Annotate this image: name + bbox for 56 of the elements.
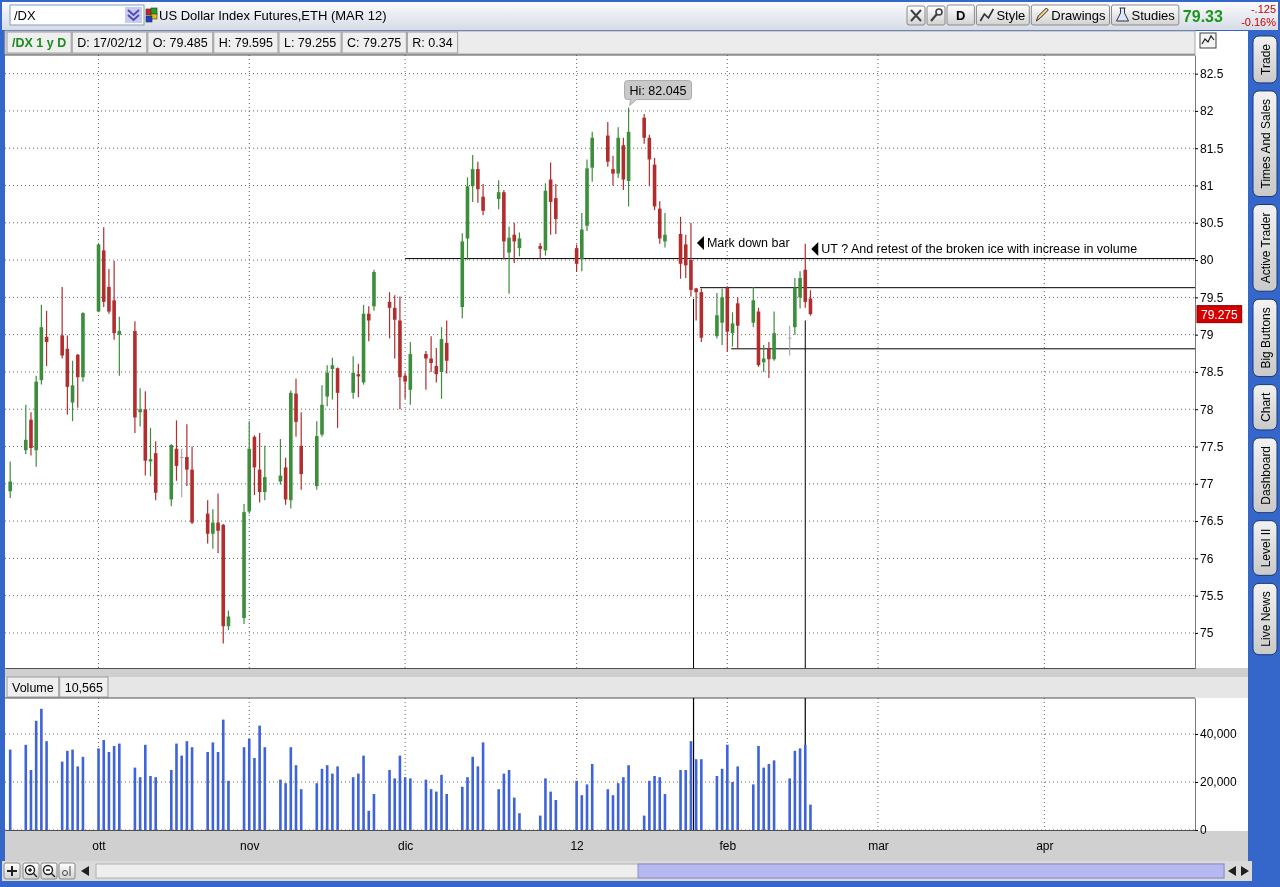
y-tick-label: 40,000 — [1200, 727, 1238, 742]
y-tick-label: 77 — [1200, 477, 1214, 492]
y-tick-label: 82 — [1200, 104, 1214, 119]
x-tick-label: ott — [92, 838, 107, 853]
text: 79.275 — [1201, 307, 1239, 322]
chart-title: Volume — [12, 680, 54, 695]
text: Trade — [1259, 43, 1273, 75]
text: D: 17/02/12 — [77, 36, 142, 50]
x-tick-label: dic — [397, 838, 414, 853]
annotation: UT ? And retest of the broken ice with increase in volume — [821, 242, 1138, 257]
y-tick-label: 80.5 — [1200, 216, 1224, 231]
y-tick-label: 75.5 — [1200, 589, 1224, 603]
y-tick-label: 81.5 — [1200, 141, 1224, 156]
y-tick-label: 0 — [1200, 823, 1207, 838]
x-tick-label: nov — [240, 838, 260, 853]
text: R: 0.34 — [412, 36, 453, 50]
text: Style — [996, 8, 1026, 23]
text: /DX — [14, 8, 36, 23]
text: O: 79.485 — [152, 36, 208, 50]
y-tick-label: 78.5 — [1200, 365, 1224, 380]
text: Chart — [1259, 391, 1273, 422]
chart-subtitle: 10,565 — [64, 680, 103, 695]
text: Level II — [1259, 528, 1273, 568]
text: C: 79.275 — [347, 36, 402, 50]
y-tick-label: 79.5 — [1200, 290, 1224, 305]
x-tick-label: 12 — [570, 838, 585, 853]
y-tick-label: 77.5 — [1200, 439, 1224, 454]
text: 79.33 — [1182, 8, 1223, 25]
text: Studies — [1131, 8, 1176, 23]
text: Times And Sales — [1259, 98, 1273, 189]
text: Active Trader — [1259, 212, 1273, 284]
text: L: 79.255 — [283, 36, 337, 50]
text: H: 79.595 — [218, 36, 273, 50]
x-tick-label: feb — [719, 838, 737, 853]
text: Big Buttons — [1259, 307, 1273, 369]
y-tick-label: 80 — [1200, 253, 1214, 268]
y-tick-label: 75 — [1200, 626, 1214, 641]
y-tick-label: 20,000 — [1200, 775, 1238, 790]
y-tick-label: 81 — [1200, 178, 1214, 193]
chart-subtitle: /DX 1 y D — [12, 36, 67, 50]
x-tick-label: apr — [1036, 838, 1054, 853]
y-tick-label: 78 — [1200, 402, 1214, 417]
annotation: Mark down bar — [706, 236, 790, 251]
annotation: Hi: 82.045 — [629, 83, 687, 98]
y-tick-label: 82.5 — [1200, 66, 1224, 81]
text: D — [956, 8, 966, 23]
y-tick-label: 79 — [1200, 327, 1214, 342]
chart-title: US Dollar Index Futures,ETH (MAR 12) — [159, 8, 387, 23]
y-tick-label: 76.5 — [1200, 514, 1224, 529]
text: -0.16% — [1241, 16, 1277, 28]
text: Dashboard — [1259, 445, 1273, 505]
x-tick-label: mar — [868, 838, 889, 853]
text: -.125 — [1250, 3, 1276, 15]
y-tick-label: 76 — [1200, 551, 1214, 566]
text: Live News — [1259, 591, 1273, 647]
text: Drawings — [1051, 8, 1106, 23]
